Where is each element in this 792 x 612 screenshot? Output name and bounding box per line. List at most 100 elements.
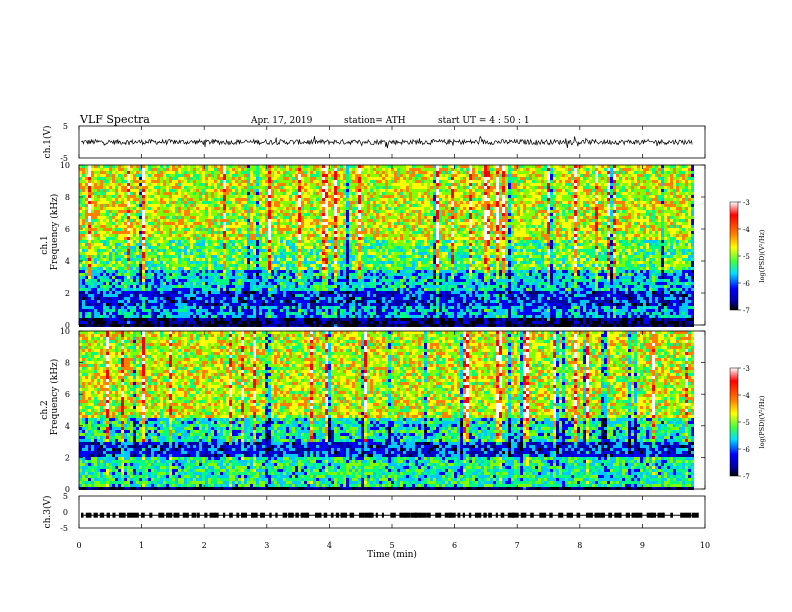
spectrogram-cell	[259, 234, 262, 237]
spectrogram-cell	[91, 258, 94, 261]
spectrogram-cell	[163, 243, 166, 246]
spectrogram-cell	[169, 261, 172, 264]
spectrogram-cell	[349, 288, 352, 291]
spectrogram-cell	[232, 240, 235, 243]
spectrogram-cell	[328, 174, 331, 177]
spectrogram-cell	[343, 315, 346, 318]
spectrogram-cell	[82, 174, 85, 177]
spectrogram-cell	[247, 258, 250, 261]
spectrogram-cell	[334, 237, 337, 240]
spectrogram-cell	[235, 279, 238, 282]
spectrogram-cell	[352, 276, 355, 279]
spectrogram-cell	[106, 324, 109, 327]
spectrogram-cell	[94, 210, 97, 213]
spectrogram-cell	[175, 246, 178, 249]
spectrogram-cell	[112, 255, 115, 258]
spectrogram-cell	[106, 237, 109, 240]
spectrogram-cell	[178, 186, 181, 189]
spectrogram-cell	[214, 270, 217, 273]
spectrogram-cell	[115, 252, 118, 255]
spectrogram-cell	[322, 315, 325, 318]
spectrogram-cell	[238, 255, 241, 258]
spectrogram-cell	[169, 279, 172, 282]
spectrogram-cell	[343, 183, 346, 186]
spectrogram-cell	[82, 216, 85, 219]
spectrogram-cell	[199, 255, 202, 258]
spectrogram-cell	[352, 204, 355, 207]
spectrogram-cell	[130, 192, 133, 195]
spectrogram-cell	[109, 222, 112, 225]
spectrogram-cell	[235, 270, 238, 273]
spectrogram-cell	[283, 201, 286, 204]
spectrogram-cell	[349, 318, 352, 321]
spectrogram-cell	[211, 309, 214, 312]
spectrogram-cell	[262, 231, 265, 234]
spectrogram-cell	[145, 255, 148, 258]
spectrogram-cell	[271, 288, 274, 291]
spectrogram-cell	[154, 216, 157, 219]
spectrogram-cell	[313, 171, 316, 174]
spectrogram-cell	[313, 198, 316, 201]
spectrogram-cell	[292, 288, 295, 291]
spectrogram-cell	[352, 243, 355, 246]
spectrogram-cell	[211, 231, 214, 234]
spectrogram-cell	[343, 219, 346, 222]
spectrogram-cell	[97, 213, 100, 216]
spectrogram-cell	[172, 240, 175, 243]
spectrogram-cell	[151, 291, 154, 294]
spectrogram-cell	[298, 216, 301, 219]
spectrogram-cell	[283, 279, 286, 282]
spectrogram-cell	[343, 294, 346, 297]
spectrogram-cell	[334, 222, 337, 225]
spectrogram-cell	[226, 201, 229, 204]
spectrogram-cell	[280, 246, 283, 249]
spectrogram-cell	[157, 324, 160, 327]
spectrogram-cell	[82, 234, 85, 237]
spectrogram-cell	[274, 291, 277, 294]
spectrogram-cell	[178, 231, 181, 234]
spectrogram-cell	[223, 279, 226, 282]
spectrogram-cell	[130, 240, 133, 243]
spectrogram-cell	[91, 177, 94, 180]
spectrogram-cell	[313, 291, 316, 294]
spectrogram-cell	[184, 309, 187, 312]
spectrogram-cell	[163, 324, 166, 327]
spectrogram-cell	[259, 195, 262, 198]
spectrogram-cell	[190, 273, 193, 276]
spectrogram-cell	[298, 324, 301, 327]
spectrogram-cell	[202, 276, 205, 279]
spectrogram-cell	[148, 288, 151, 291]
spectrogram-cell	[235, 303, 238, 306]
spectrogram-cell	[181, 222, 184, 225]
spectrogram-cell	[322, 273, 325, 276]
spectrogram-cell	[160, 315, 163, 318]
spectrogram-cell	[103, 174, 106, 177]
spectrogram-cell	[205, 270, 208, 273]
spectrogram-cell	[217, 288, 220, 291]
spectrogram-cell	[304, 315, 307, 318]
spectrogram-cell	[298, 249, 301, 252]
spectrogram-cell	[94, 246, 97, 249]
spectrogram-cell	[235, 273, 238, 276]
spectrogram-cell	[196, 225, 199, 228]
spectrogram-cell	[160, 195, 163, 198]
spectrogram-cell	[145, 306, 148, 309]
spectrogram-cell	[325, 168, 328, 171]
spectrogram-cell	[79, 303, 82, 306]
spectrogram-cell	[145, 282, 148, 285]
spectrogram-cell	[343, 180, 346, 183]
spectrogram-cell	[169, 186, 172, 189]
spectrogram-cell	[319, 303, 322, 306]
spectrogram-cell	[253, 261, 256, 264]
spectrogram-cell	[262, 324, 265, 327]
spectrogram-cell	[88, 297, 91, 300]
spectrogram-cell	[334, 177, 337, 180]
spectrogram-cell	[211, 219, 214, 222]
spectrogram-cell	[334, 168, 337, 171]
spectrogram-cell	[286, 318, 289, 321]
spectrogram-cell	[127, 201, 130, 204]
spectrogram-cell	[265, 171, 268, 174]
spectrogram-cell	[241, 189, 244, 192]
spectrogram-cell	[184, 171, 187, 174]
spectrogram-cell	[205, 276, 208, 279]
